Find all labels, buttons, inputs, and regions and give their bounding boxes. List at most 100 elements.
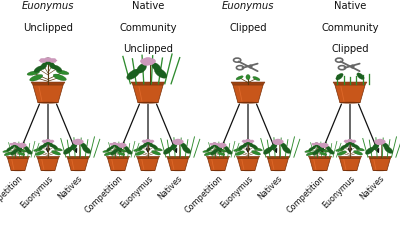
- Ellipse shape: [252, 151, 260, 155]
- Circle shape: [274, 142, 280, 145]
- Circle shape: [12, 144, 14, 145]
- Circle shape: [324, 144, 328, 147]
- Ellipse shape: [149, 143, 153, 147]
- Text: Euonymus: Euonymus: [22, 1, 74, 11]
- Ellipse shape: [34, 149, 42, 152]
- Ellipse shape: [382, 143, 389, 149]
- Ellipse shape: [46, 140, 50, 144]
- Ellipse shape: [338, 151, 346, 156]
- Circle shape: [213, 144, 215, 145]
- Circle shape: [246, 140, 248, 141]
- Polygon shape: [266, 157, 290, 159]
- Circle shape: [117, 145, 119, 146]
- Circle shape: [252, 141, 254, 142]
- Ellipse shape: [10, 146, 14, 149]
- Ellipse shape: [152, 63, 161, 72]
- Circle shape: [316, 143, 318, 144]
- Ellipse shape: [126, 149, 132, 155]
- Circle shape: [39, 60, 42, 62]
- Circle shape: [173, 141, 178, 144]
- Ellipse shape: [24, 146, 29, 151]
- Circle shape: [145, 140, 148, 142]
- Circle shape: [314, 144, 316, 145]
- Ellipse shape: [80, 143, 87, 149]
- Polygon shape: [368, 157, 392, 159]
- Circle shape: [321, 145, 325, 148]
- Ellipse shape: [353, 145, 360, 149]
- Circle shape: [312, 143, 314, 144]
- Circle shape: [14, 144, 16, 145]
- Circle shape: [316, 144, 318, 145]
- Ellipse shape: [34, 66, 43, 73]
- Polygon shape: [106, 157, 130, 159]
- Circle shape: [219, 145, 223, 148]
- Polygon shape: [131, 83, 165, 86]
- Polygon shape: [31, 83, 65, 86]
- Circle shape: [18, 144, 22, 147]
- Circle shape: [218, 144, 220, 145]
- Ellipse shape: [11, 170, 25, 171]
- Circle shape: [46, 141, 48, 142]
- Circle shape: [312, 144, 315, 145]
- Polygon shape: [166, 157, 190, 159]
- Ellipse shape: [216, 147, 221, 152]
- Circle shape: [246, 140, 250, 142]
- Circle shape: [346, 142, 348, 143]
- Circle shape: [210, 144, 213, 145]
- Ellipse shape: [180, 143, 187, 149]
- Ellipse shape: [141, 170, 155, 171]
- Ellipse shape: [113, 143, 116, 147]
- Ellipse shape: [51, 145, 58, 149]
- Ellipse shape: [41, 63, 47, 70]
- Ellipse shape: [320, 152, 327, 156]
- Circle shape: [112, 145, 113, 146]
- Ellipse shape: [351, 143, 355, 147]
- Circle shape: [151, 142, 154, 143]
- Ellipse shape: [328, 149, 334, 155]
- Circle shape: [322, 144, 326, 146]
- Circle shape: [315, 143, 318, 145]
- Ellipse shape: [53, 66, 62, 72]
- Circle shape: [48, 140, 50, 141]
- Circle shape: [312, 145, 314, 146]
- Circle shape: [17, 145, 19, 146]
- Circle shape: [12, 145, 13, 146]
- Polygon shape: [66, 157, 90, 159]
- Ellipse shape: [143, 143, 147, 148]
- Circle shape: [276, 140, 280, 143]
- Circle shape: [42, 59, 46, 61]
- Circle shape: [50, 59, 54, 61]
- Circle shape: [42, 142, 45, 143]
- Circle shape: [248, 140, 251, 142]
- Ellipse shape: [309, 147, 314, 151]
- Circle shape: [150, 140, 154, 143]
- Polygon shape: [133, 86, 163, 103]
- Circle shape: [210, 143, 212, 144]
- Circle shape: [51, 142, 54, 143]
- Ellipse shape: [19, 150, 26, 152]
- Circle shape: [44, 140, 46, 142]
- Circle shape: [151, 140, 154, 142]
- Circle shape: [144, 142, 146, 143]
- Ellipse shape: [26, 149, 32, 155]
- Circle shape: [148, 141, 151, 142]
- Ellipse shape: [163, 147, 172, 155]
- Ellipse shape: [13, 143, 16, 147]
- Circle shape: [150, 142, 152, 143]
- Circle shape: [73, 141, 78, 144]
- Circle shape: [13, 143, 15, 144]
- Circle shape: [148, 141, 150, 142]
- Ellipse shape: [54, 148, 62, 151]
- Ellipse shape: [49, 63, 55, 70]
- Circle shape: [10, 144, 13, 145]
- Circle shape: [176, 140, 180, 143]
- Circle shape: [346, 140, 348, 142]
- Circle shape: [217, 143, 219, 144]
- Ellipse shape: [280, 143, 287, 149]
- Circle shape: [40, 61, 43, 63]
- Circle shape: [242, 141, 244, 142]
- Ellipse shape: [226, 149, 232, 155]
- Polygon shape: [38, 159, 58, 171]
- Circle shape: [178, 141, 183, 144]
- Ellipse shape: [146, 140, 150, 144]
